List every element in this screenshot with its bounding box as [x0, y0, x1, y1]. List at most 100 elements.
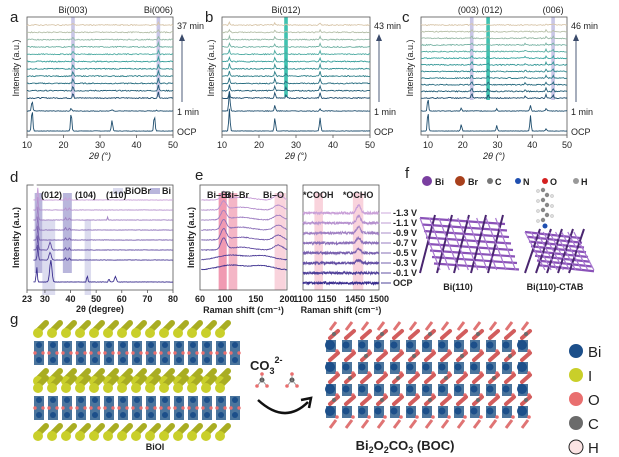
y-axis-label: Intensity (a.u.): [405, 39, 415, 96]
panel-a: [26, 16, 185, 138]
bi-atom: [486, 385, 494, 393]
formula-text: Bi: [356, 438, 369, 453]
peak-annotation: Bi(003): [58, 5, 87, 15]
c-atom: [364, 354, 368, 358]
bi-atom: [454, 341, 462, 349]
o-column: [504, 329, 516, 340]
o-column: [328, 373, 340, 384]
x-tick-label: 30: [95, 140, 105, 150]
x-tick-label: 40: [527, 140, 537, 150]
c-atom: [444, 376, 448, 380]
o-column: [392, 419, 402, 429]
o-atom: [399, 415, 403, 419]
formula-text: (BOC): [413, 438, 454, 453]
o-column: [360, 419, 370, 429]
x-tick-label: 40: [66, 294, 76, 304]
o-atom: [61, 406, 65, 410]
bi-atom: [148, 412, 154, 418]
bi-atom: [325, 340, 335, 350]
o-column: [344, 395, 356, 406]
legend-label-biobr: BiOBr: [125, 186, 152, 196]
iodine-atom: [173, 431, 183, 441]
o-column: [424, 419, 434, 429]
trace-time: [221, 42, 371, 49]
trace-time: [221, 47, 371, 56]
bi-atom: [64, 397, 70, 403]
trace-time: [421, 81, 568, 86]
iodine-atom: [117, 328, 127, 338]
o-atom: [47, 351, 51, 355]
lattice-bond: [466, 217, 488, 271]
x-tick-label: 40: [328, 140, 338, 150]
peak-annotation: (104): [75, 190, 96, 200]
lattice-bond: [524, 228, 541, 274]
bi-atom: [148, 342, 154, 348]
lattice-bond: [524, 231, 546, 271]
legend-label: C: [495, 177, 502, 187]
reagent-label: CO32-: [250, 355, 283, 376]
bi-atom: [358, 385, 366, 393]
x-tick-label: 50: [365, 140, 375, 150]
legend-label-bi: Bi: [162, 186, 171, 196]
o-atom: [167, 351, 171, 355]
o-atom: [527, 415, 531, 419]
c-atom: [476, 398, 480, 402]
lattice-bond: [485, 217, 507, 271]
bi-atom: [106, 412, 112, 418]
o-atom: [479, 415, 483, 419]
peak-band: [284, 17, 288, 97]
bi-atom: [50, 357, 56, 363]
trace-raman: [201, 190, 288, 201]
bi-atom: [454, 407, 462, 415]
structure-label: Bi(110): [443, 282, 473, 292]
o-atom: [47, 406, 51, 410]
time-label-first: 1 min: [374, 107, 396, 117]
bi-atom: [50, 412, 56, 418]
o-column: [520, 351, 532, 362]
legend-atom-c: [569, 416, 583, 430]
o-atom: [195, 406, 199, 410]
lattice-bond: [438, 217, 460, 271]
bi-atom: [64, 357, 70, 363]
lattice-bond: [568, 228, 585, 274]
o-column: [456, 321, 466, 331]
bi-atom: [78, 412, 84, 418]
trace-raman-right: [302, 240, 342, 246]
o-atom: [201, 351, 205, 355]
o-atom: [167, 406, 171, 410]
bi-polyhedron: [174, 396, 184, 420]
potential-label: -1.1 V: [393, 218, 417, 228]
x-tick-label: 30: [291, 140, 301, 150]
bi-atom: [232, 357, 238, 363]
o-column: [376, 419, 386, 429]
formula-subscript: 3: [408, 445, 413, 455]
bi-polyhedron: [146, 341, 156, 365]
bi-atom: [176, 397, 182, 403]
iodine-atom: [117, 383, 127, 393]
bi-atom: [204, 357, 210, 363]
trace-d: [33, 245, 174, 261]
iodine-atom: [103, 431, 113, 441]
time-label-first: 1 min: [571, 107, 593, 117]
o-column: [488, 321, 498, 331]
legend-atom-bi: [422, 176, 432, 186]
o-atom: [415, 415, 419, 419]
bi-polyhedron: [146, 396, 156, 420]
trace-time: [222, 70, 371, 78]
bi-atom: [148, 357, 154, 363]
bi-atom: [176, 357, 182, 363]
x-tick-label: 30: [492, 140, 502, 150]
trace-d: [33, 260, 174, 283]
lattice-bond: [428, 217, 451, 271]
c-atom: [380, 332, 384, 336]
trace-raman: [201, 227, 288, 241]
x-tick-label: 1100: [293, 294, 313, 304]
iodine-atom: [75, 328, 85, 338]
iodine-atom: [159, 328, 169, 338]
o-column: [488, 351, 500, 362]
x-axis-label: 2θ (°): [88, 151, 111, 161]
peak-annotation: (006): [543, 5, 564, 15]
bi-atom: [36, 397, 42, 403]
o-column: [520, 419, 530, 429]
